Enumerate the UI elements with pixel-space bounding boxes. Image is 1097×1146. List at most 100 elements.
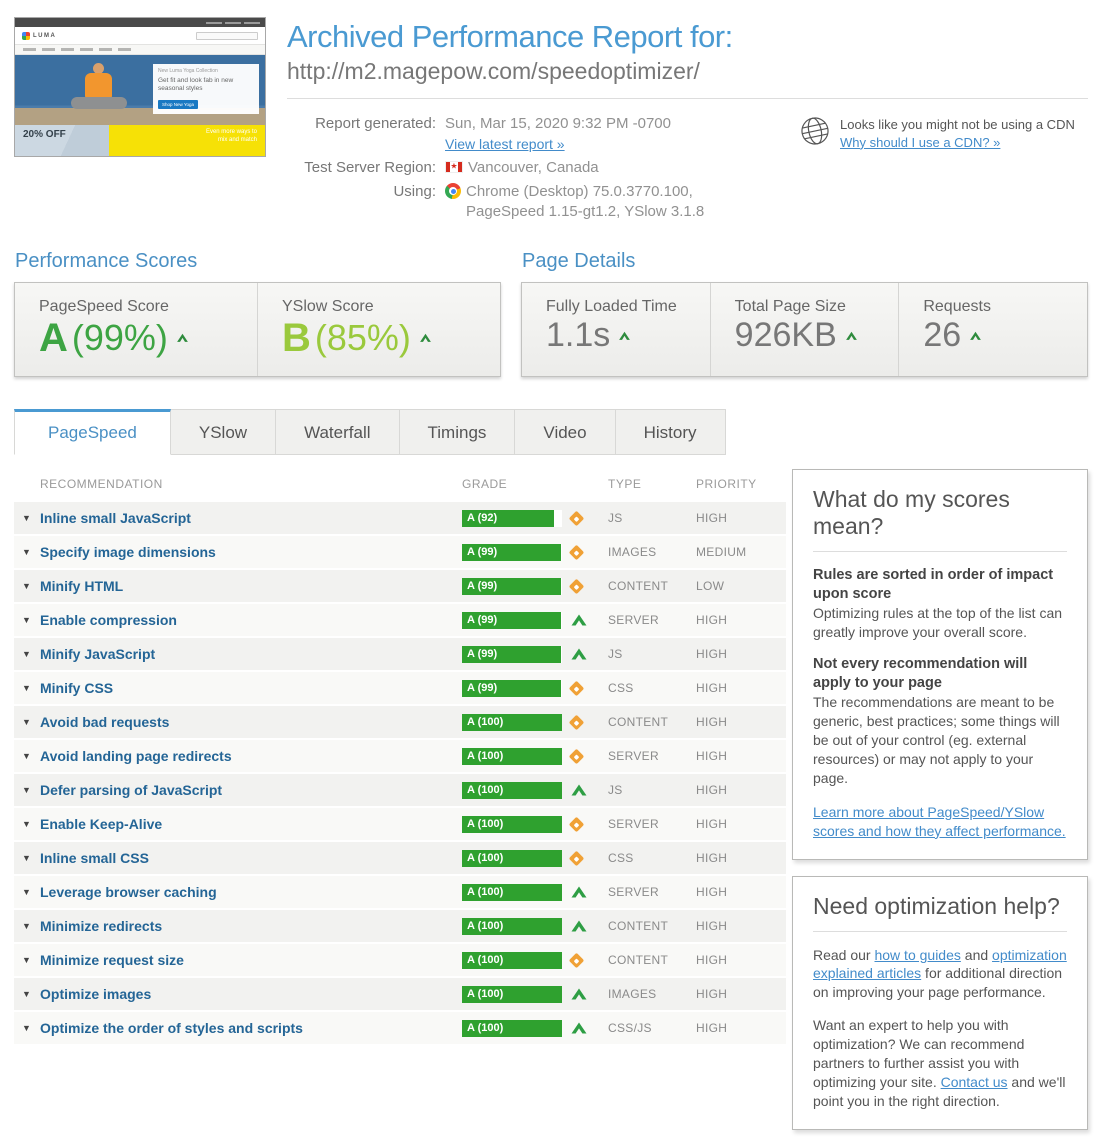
recommendation-row[interactable]: ▼ Minify CSS A (99) CSS HIGH [14, 672, 786, 704]
thumb-site-header: LUMA [15, 27, 265, 44]
tab-video[interactable]: Video [515, 409, 616, 455]
recommendation-label[interactable]: Specify image dimensions [40, 544, 216, 560]
expand-triangle-icon[interactable]: ▼ [22, 1023, 31, 1033]
type-cell: CONTENT [608, 919, 669, 933]
recommendation-label[interactable]: Minify CSS [40, 680, 114, 696]
expand-triangle-icon[interactable]: ▼ [22, 989, 31, 999]
arrow-up-icon [571, 784, 587, 797]
recommendation-row[interactable]: ▼ Avoid bad requests A (100) CONTENT HIGH [14, 706, 786, 738]
recommendation-label[interactable]: Optimize the order of styles and scripts [40, 1020, 303, 1036]
recommendation-row[interactable]: ▼ Avoid landing page redirects A (100) SERV… [14, 740, 786, 772]
grade-cell: A (100) [462, 713, 608, 731]
recommendation-row[interactable]: ▼ Minimize redirects A (100) CONTENT HIGH [14, 910, 786, 942]
recommendation-label[interactable]: Minify HTML [40, 578, 124, 594]
score-percent: (85%) [314, 317, 411, 359]
expand-triangle-icon[interactable]: ▼ [22, 921, 31, 931]
thumb-nav [15, 44, 265, 55]
recommendations-table: RECOMMENDATION GRADE TYPE PRIORITY ▼ Inli… [14, 469, 786, 1046]
recommendation-label[interactable]: Minimize redirects [40, 918, 163, 934]
recommendation-label[interactable]: Inline small CSS [40, 850, 149, 866]
expand-triangle-icon[interactable]: ▼ [22, 547, 31, 557]
recommendation-row[interactable]: ▼ Optimize images A (100) IMAGES HIGH [14, 978, 786, 1010]
expand-triangle-icon[interactable]: ▼ [22, 717, 31, 727]
optimization-articles-link[interactable]: optimization explained articles [813, 946, 1067, 982]
page-details-title: Page Details [522, 250, 636, 272]
grade-bar: A (100) [462, 747, 562, 765]
expand-triangle-icon[interactable]: ▼ [22, 785, 31, 795]
expand-triangle-icon[interactable]: ▼ [22, 615, 31, 625]
tab-history[interactable]: History [615, 409, 726, 455]
expand-caret-icon[interactable] [845, 331, 858, 341]
view-latest-report-link[interactable]: View latest report » [445, 136, 565, 152]
expand-caret-icon[interactable] [969, 331, 982, 341]
grade-text: A (100) [467, 852, 504, 864]
expand-caret-icon[interactable] [618, 331, 631, 341]
grade-text: A (99) [467, 546, 498, 558]
recommendation-label[interactable]: Enable compression [40, 612, 177, 628]
recommendation-label[interactable]: Leverage browser caching [40, 884, 217, 900]
recommendation-label[interactable]: Inline small JavaScript [40, 510, 191, 526]
how-to-guides-link[interactable]: how to guides [874, 946, 961, 963]
expand-caret-icon[interactable] [419, 333, 432, 343]
cdn-why-link[interactable]: Why should I use a CDN? » [840, 134, 1001, 150]
explainer-text-1: Optimizing rules at the top of the list … [813, 604, 1063, 640]
test-server-region-label: Test Server Region: [304, 159, 436, 176]
tab-timings[interactable]: Timings [399, 409, 516, 455]
recommendation-row[interactable]: ▼ Inline small JavaScript A (92) JS HIGH [14, 502, 786, 534]
warning-diamond-icon [568, 578, 585, 594]
grade-cell: A (100) [462, 1019, 608, 1037]
expand-triangle-icon[interactable]: ▼ [22, 649, 31, 659]
grade-cell: A (99) [462, 645, 608, 663]
tab-pagespeed[interactable]: PageSpeed [14, 409, 171, 455]
expand-triangle-icon[interactable]: ▼ [22, 751, 31, 761]
arrow-up-icon [571, 886, 587, 899]
grade-cell: A (100) [462, 849, 608, 867]
score-label: PageSpeed Score [39, 298, 169, 315]
expand-triangle-icon[interactable]: ▼ [22, 513, 31, 523]
using-value-line1: Chrome (Desktop) 75.0.3770.100, [466, 183, 693, 200]
score-cell: PageSpeed Score A (99%) [15, 283, 257, 376]
expand-triangle-icon[interactable]: ▼ [22, 853, 31, 863]
recommendation-row[interactable]: ▼ Minify JavaScript A (99) JS HIGH [14, 638, 786, 670]
recommendation-label[interactable]: Optimize images [40, 986, 152, 1002]
recommendation-label[interactable]: Enable Keep-Alive [40, 816, 163, 832]
expand-triangle-icon[interactable]: ▼ [22, 683, 31, 693]
arrow-up-icon [571, 614, 587, 627]
recommendation-label[interactable]: Minify JavaScript [40, 646, 156, 662]
type-cell: CONTENT [608, 953, 669, 967]
page-screenshot-thumbnail[interactable]: LUMA New Luma Yoga Collection Get fit an… [14, 17, 266, 157]
priority-cell: HIGH [696, 817, 728, 831]
recommendation-row[interactable]: ▼ Minify HTML A (99) CONTENT LOW [14, 570, 786, 602]
expand-triangle-icon[interactable]: ▼ [22, 955, 31, 965]
expand-caret-icon[interactable] [176, 333, 189, 343]
grade-cell: A (100) [462, 951, 608, 969]
recommendation-label[interactable]: Defer parsing of JavaScript [40, 782, 223, 798]
recommendation-row[interactable]: ▼ Optimize the order of styles and script… [14, 1012, 786, 1044]
expand-triangle-icon[interactable]: ▼ [22, 819, 31, 829]
recommendation-row[interactable]: ▼ Enable compression A (99) SERVER HIGH [14, 604, 786, 636]
grade-bar: A (100) [462, 985, 562, 1003]
recommendation-label[interactable]: Avoid landing page redirects [40, 748, 232, 764]
priority-cell: MEDIUM [696, 545, 747, 559]
recommendation-row[interactable]: ▼ Specify image dimensions A (99) IMAGES MED… [14, 536, 786, 568]
promo-button[interactable]: Shop New Yoga [158, 100, 199, 110]
recommendation-label[interactable]: Avoid bad requests [40, 714, 170, 730]
tab-yslow[interactable]: YSlow [170, 409, 277, 455]
detail-cell: Requests 26 [898, 283, 1087, 376]
type-cell: CSS [608, 851, 634, 865]
tab-waterfall[interactable]: Waterfall [276, 409, 400, 455]
header-divider [287, 98, 1088, 99]
grade-text: A (92) [467, 512, 498, 524]
expand-triangle-icon[interactable]: ▼ [22, 581, 31, 591]
recommendation-row[interactable]: ▼ Inline small CSS A (100) CSS HIGH [14, 842, 786, 874]
recommendation-label[interactable]: Minimize request size [40, 952, 184, 968]
learn-more-scores-link[interactable]: Learn more about PageSpeed/YSlow scores … [813, 803, 1066, 839]
recommendation-row[interactable]: ▼ Defer parsing of JavaScript A (100) JS HIG… [14, 774, 786, 806]
recommendation-row[interactable]: ▼ Minimize request size A (100) CONTENT HIGH [14, 944, 786, 976]
thumb-promo-card: New Luma Yoga Collection Get fit and loo… [153, 64, 259, 114]
type-cell: SERVER [608, 885, 659, 899]
recommendation-row[interactable]: ▼ Enable Keep-Alive A (100) SERVER HIGH [14, 808, 786, 840]
recommendation-row[interactable]: ▼ Leverage browser caching A (100) SERVER HI… [14, 876, 786, 908]
contact-us-link[interactable]: Contact us [940, 1073, 1008, 1090]
expand-triangle-icon[interactable]: ▼ [22, 887, 31, 897]
